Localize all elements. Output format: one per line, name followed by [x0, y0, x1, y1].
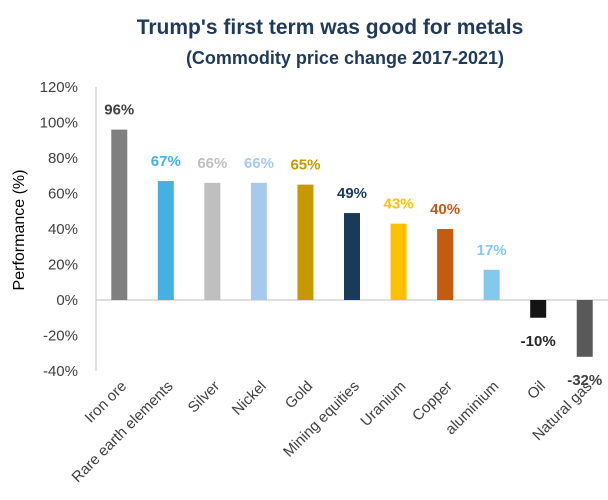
bar	[437, 229, 454, 300]
category-label: Uranium	[357, 378, 409, 430]
category-label: Oil	[524, 378, 549, 403]
data-label: -10%	[521, 333, 556, 350]
category-label: Gold	[282, 378, 316, 412]
category-label: Nickel	[229, 378, 270, 419]
bar	[111, 129, 128, 300]
y-tick-label: 60%	[48, 186, 78, 203]
data-label: 66%	[197, 155, 227, 172]
y-tick-label: -40%	[43, 363, 78, 380]
data-label: -32%	[567, 372, 602, 389]
bar	[530, 300, 547, 318]
chart-title: Trump's first term was good for metals	[137, 16, 524, 39]
bars	[111, 129, 593, 357]
data-labels: 96% 67% 66% 66% 65% 49% 43% 40% 17% -10% -32%	[104, 102, 602, 389]
y-tick-label: 120%	[40, 79, 78, 96]
y-tick-label: -20%	[43, 328, 78, 345]
data-label: 65%	[290, 157, 320, 174]
category-label: Silver	[185, 378, 224, 417]
y-axis-ticks: -40% -20% 0% 20% 40% 60% 80% 100% 120%	[40, 79, 78, 380]
y-tick-label: 80%	[48, 150, 78, 167]
data-label: 17%	[477, 242, 507, 259]
y-tick-label: 0%	[56, 292, 78, 309]
data-label: 67%	[151, 153, 181, 170]
y-tick-label: 20%	[48, 257, 78, 274]
category-label: Copper	[409, 378, 456, 425]
bar	[390, 223, 407, 300]
bar	[576, 300, 593, 357]
bar	[297, 184, 314, 300]
data-label: 40%	[430, 201, 460, 218]
data-label: 49%	[337, 185, 367, 202]
chart-subtitle: (Commodity price change 2017-2021)	[186, 48, 504, 68]
bar	[157, 181, 174, 300]
data-label: 66%	[244, 155, 274, 172]
bar	[250, 182, 267, 300]
y-tick-label: 100%	[40, 115, 78, 132]
bar	[483, 269, 500, 300]
bar	[204, 182, 221, 300]
data-label: 43%	[384, 196, 414, 213]
data-label: 96%	[104, 102, 134, 119]
y-axis-label: Performance (%)	[11, 170, 28, 291]
bar	[344, 213, 360, 300]
y-tick-label: 40%	[48, 221, 78, 238]
